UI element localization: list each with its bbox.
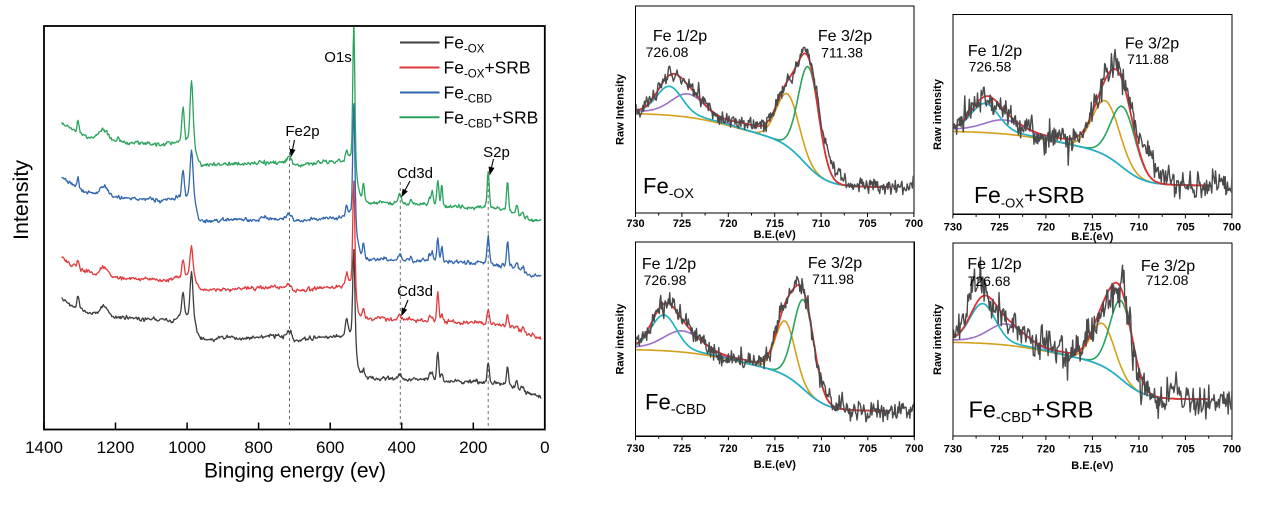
svg-text:725: 725 bbox=[990, 444, 1008, 456]
svg-text:726.58: 726.58 bbox=[969, 59, 1012, 75]
svg-text:712.08: 712.08 bbox=[1146, 272, 1189, 288]
svg-text:Intensity: Intensity bbox=[9, 160, 33, 240]
svg-text:Fe 3/2p: Fe 3/2p bbox=[1125, 36, 1179, 53]
svg-text:Fe-CBD: Fe-CBD bbox=[645, 390, 706, 419]
svg-text:Fe 1/2p: Fe 1/2p bbox=[653, 28, 707, 45]
svg-text:600: 600 bbox=[316, 438, 344, 457]
svg-text:710: 710 bbox=[812, 218, 830, 230]
svg-text:Fe 1/2p: Fe 1/2p bbox=[642, 256, 696, 273]
svg-text:715: 715 bbox=[766, 218, 784, 230]
svg-text:O1s: O1s bbox=[324, 49, 352, 66]
svg-text:700: 700 bbox=[905, 443, 923, 455]
svg-text:725: 725 bbox=[990, 222, 1008, 234]
svg-text:B.E.(eV): B.E.(eV) bbox=[1071, 460, 1114, 472]
svg-text:730: 730 bbox=[626, 443, 644, 455]
svg-text:711.38: 711.38 bbox=[821, 45, 863, 61]
svg-text:Fe 1/2p: Fe 1/2p bbox=[968, 43, 1022, 60]
svg-text:715: 715 bbox=[766, 443, 784, 455]
svg-text:730: 730 bbox=[626, 218, 644, 230]
svg-text:1200: 1200 bbox=[97, 438, 135, 457]
svg-text:Raw intensity: Raw intensity bbox=[615, 303, 627, 375]
svg-text:705: 705 bbox=[1176, 444, 1194, 456]
svg-text:Fe-CBD+SRB: Fe-CBD+SRB bbox=[969, 397, 1094, 427]
svg-text:800: 800 bbox=[244, 438, 272, 457]
svg-text:Raw intensity: Raw intensity bbox=[932, 78, 944, 150]
svg-text:725: 725 bbox=[673, 443, 691, 455]
svg-text:711.88: 711.88 bbox=[1127, 51, 1169, 67]
svg-text:700: 700 bbox=[1223, 444, 1241, 456]
svg-text:Fe-OX+SRB: Fe-OX+SRB bbox=[974, 182, 1085, 211]
svg-text:710: 710 bbox=[1130, 444, 1148, 456]
svg-text:Fe 3/2p: Fe 3/2p bbox=[808, 255, 862, 272]
svg-text:400: 400 bbox=[388, 438, 416, 457]
svg-text:1400: 1400 bbox=[25, 438, 63, 457]
svg-text:Cd3d: Cd3d bbox=[397, 165, 433, 182]
svg-text:720: 720 bbox=[1037, 444, 1055, 456]
svg-text:B.E.(eV): B.E.(eV) bbox=[1071, 231, 1114, 243]
svg-text:1000: 1000 bbox=[168, 438, 206, 457]
svg-text:715: 715 bbox=[1083, 444, 1101, 456]
svg-text:726.68: 726.68 bbox=[968, 273, 1011, 289]
svg-text:730: 730 bbox=[944, 222, 962, 234]
svg-text:Fe-OX+SRB: Fe-OX+SRB bbox=[444, 58, 531, 81]
svg-text:705: 705 bbox=[858, 218, 876, 230]
svg-text:705: 705 bbox=[859, 443, 877, 455]
svg-text:730: 730 bbox=[944, 444, 962, 456]
svg-text:0: 0 bbox=[540, 438, 549, 457]
svg-text:726.98: 726.98 bbox=[644, 272, 687, 288]
svg-text:B.E.(eV): B.E.(eV) bbox=[754, 459, 797, 471]
svg-text:S2p: S2p bbox=[483, 144, 510, 161]
svg-text:200: 200 bbox=[459, 438, 487, 457]
svg-text:725: 725 bbox=[673, 218, 691, 230]
svg-text:Fe 1/2p: Fe 1/2p bbox=[967, 256, 1021, 273]
svg-text:710: 710 bbox=[1130, 222, 1148, 234]
svg-text:711.98: 711.98 bbox=[812, 271, 854, 287]
svg-text:Cd3d: Cd3d bbox=[397, 283, 433, 300]
svg-text:715: 715 bbox=[1083, 222, 1101, 234]
svg-text:Fe 3/2p: Fe 3/2p bbox=[1141, 258, 1195, 275]
svg-text:700: 700 bbox=[905, 218, 923, 230]
svg-text:B.E.(eV): B.E.(eV) bbox=[754, 229, 797, 241]
svg-text:Raw intensity: Raw intensity bbox=[932, 303, 944, 375]
svg-text:Fe 3/2p: Fe 3/2p bbox=[818, 28, 872, 45]
svg-text:720: 720 bbox=[719, 443, 737, 455]
svg-text:Raw Intensity: Raw Intensity bbox=[615, 73, 627, 145]
svg-text:705: 705 bbox=[1176, 222, 1194, 234]
svg-text:Binging energy (ev): Binging energy (ev) bbox=[204, 460, 386, 483]
svg-text:726.08: 726.08 bbox=[646, 44, 689, 60]
svg-text:720: 720 bbox=[1037, 222, 1055, 234]
svg-text:720: 720 bbox=[719, 218, 737, 230]
svg-text:710: 710 bbox=[812, 443, 830, 455]
svg-text:700: 700 bbox=[1223, 222, 1241, 234]
svg-text:Fe2p: Fe2p bbox=[285, 123, 319, 140]
